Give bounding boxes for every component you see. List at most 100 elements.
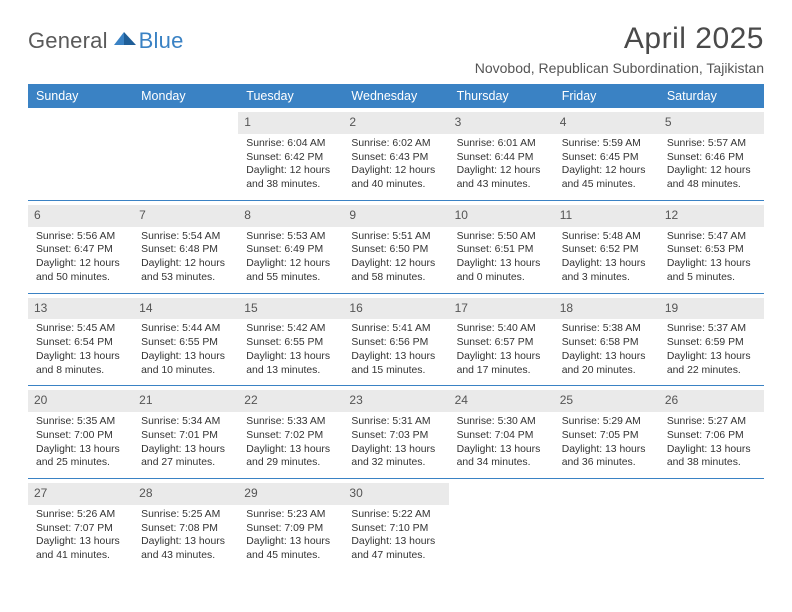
daylight-text: Daylight: 13 hours and 45 minutes. <box>246 535 335 562</box>
daylight-text: Daylight: 13 hours and 47 minutes. <box>351 535 440 562</box>
calendar-day-cell: 23Sunrise: 5:31 AMSunset: 7:03 PMDayligh… <box>343 386 448 479</box>
sunrise-text: Sunrise: 5:33 AM <box>246 415 335 429</box>
calendar-day-cell: 30Sunrise: 5:22 AMSunset: 7:10 PMDayligh… <box>343 479 448 571</box>
brand-word-2: Blue <box>139 28 184 54</box>
sunset-text: Sunset: 6:46 PM <box>667 151 756 165</box>
calendar-day-cell <box>449 479 554 571</box>
daylight-text: Daylight: 13 hours and 5 minutes. <box>667 257 756 284</box>
day-number: 22 <box>238 390 343 412</box>
calendar-day-cell: 1Sunrise: 6:04 AMSunset: 6:42 PMDaylight… <box>238 108 343 200</box>
sunrise-text: Sunrise: 5:40 AM <box>457 322 546 336</box>
calendar-day-cell: 21Sunrise: 5:34 AMSunset: 7:01 PMDayligh… <box>133 386 238 479</box>
sunrise-text: Sunrise: 5:30 AM <box>457 415 546 429</box>
calendar-week: 27 Sunrise: 5:26 AMSunset: 7:07 PM Dayligh… <box>28 479 764 571</box>
calendar-day-cell: 18Sunrise: 5:38 AMSunset: 6:58 PMDayligh… <box>554 293 659 386</box>
daylight-text: Daylight: 13 hours and 29 minutes. <box>246 443 335 470</box>
calendar-day-cell: 19Sunrise: 5:37 AMSunset: 6:59 PMDayligh… <box>659 293 764 386</box>
sunset-text: Sunset: 6:44 PM <box>457 151 546 165</box>
sunrise-text: Sunrise: 5:45 AM <box>36 322 125 336</box>
sunset-text: Sunset: 7:07 PM <box>36 522 125 536</box>
calendar-day-cell: 24 Sunrise: 5:30 AMSunset: 7:04 PMDayligh… <box>449 386 554 479</box>
sunrise-text: Sunrise: 5:50 AM <box>457 230 546 244</box>
daylight-text: Daylight: 13 hours and 3 minutes. <box>562 257 651 284</box>
page-title: April 2025 <box>475 22 764 56</box>
calendar-day-cell: 14Sunrise: 5:44 AMSunset: 6:55 PMDayligh… <box>133 293 238 386</box>
sunrise-text: Sunrise: 5:26 AM <box>36 508 125 522</box>
weekday-header: Thursday <box>449 84 554 108</box>
sunset-text: Sunset: 6:56 PM <box>351 336 440 350</box>
daylight-text: Daylight: 13 hours and 10 minutes. <box>141 350 230 377</box>
day-number: 12 <box>659 205 764 227</box>
weekday-header: Wednesday <box>343 84 448 108</box>
location-subtitle: Novobod, Republican Subordination, Tajik… <box>475 60 764 76</box>
sunset-text: Sunset: 6:49 PM <box>246 243 335 257</box>
sunrise-text: Sunrise: 5:48 AM <box>562 230 651 244</box>
calendar-day-cell <box>28 108 133 200</box>
day-number: 24 <box>449 390 554 412</box>
day-number: 8 <box>238 205 343 227</box>
calendar-day-cell: 15Sunrise: 5:42 AMSunset: 6:55 PMDayligh… <box>238 293 343 386</box>
calendar-day-cell: 9Sunrise: 5:51 AMSunset: 6:50 PMDaylight… <box>343 200 448 293</box>
day-number: 13 <box>28 298 133 320</box>
day-number: 17 <box>449 298 554 320</box>
day-number: 30 <box>343 483 448 505</box>
sunrise-text: Sunrise: 5:47 AM <box>667 230 756 244</box>
calendar-day-cell: 12 Sunrise: 5:47 AMSunset: 6:53 PMDayligh… <box>659 200 764 293</box>
weekday-header: Saturday <box>659 84 764 108</box>
calendar-day-cell: 28Sunrise: 5:25 AMSunset: 7:08 PMDayligh… <box>133 479 238 571</box>
day-number: 15 <box>238 298 343 320</box>
day-number: 3 <box>449 112 554 134</box>
sunset-text: Sunset: 6:52 PM <box>562 243 651 257</box>
day-number: 1 <box>238 112 343 134</box>
page: General Blue April 2025 Novobod, Republi… <box>0 0 792 571</box>
daylight-text: Daylight: 13 hours and 34 minutes. <box>457 443 546 470</box>
daylight-text: Daylight: 13 hours and 20 minutes. <box>562 350 651 377</box>
sunrise-text: Sunrise: 6:04 AM <box>246 137 335 151</box>
sunrise-text: Sunrise: 5:38 AM <box>562 322 651 336</box>
calendar-day-cell: 16Sunrise: 5:41 AMSunset: 6:56 PMDayligh… <box>343 293 448 386</box>
calendar-day-cell: 4Sunrise: 5:59 AMSunset: 6:45 PMDaylight… <box>554 108 659 200</box>
sunset-text: Sunset: 6:50 PM <box>351 243 440 257</box>
day-number: 28 <box>133 483 238 505</box>
calendar-header-row: SundayMondayTuesdayWednesdayThursdayFrid… <box>28 84 764 108</box>
calendar-day-cell: 17Sunrise: 5:40 AMSunset: 6:57 PMDayligh… <box>449 293 554 386</box>
sunrise-text: Sunrise: 5:59 AM <box>562 137 651 151</box>
daylight-text: Daylight: 13 hours and 17 minutes. <box>457 350 546 377</box>
sunset-text: Sunset: 7:01 PM <box>141 429 230 443</box>
header: General Blue April 2025 Novobod, Republi… <box>28 22 764 76</box>
sunrise-text: Sunrise: 5:29 AM <box>562 415 651 429</box>
sunset-text: Sunset: 6:53 PM <box>667 243 756 257</box>
daylight-text: Daylight: 12 hours and 58 minutes. <box>351 257 440 284</box>
sunset-text: Sunset: 7:05 PM <box>562 429 651 443</box>
title-block: April 2025 Novobod, Republican Subordina… <box>475 22 764 76</box>
daylight-text: Daylight: 12 hours and 45 minutes. <box>562 164 651 191</box>
daylight-text: Daylight: 12 hours and 48 minutes. <box>667 164 756 191</box>
sunrise-text: Sunrise: 5:22 AM <box>351 508 440 522</box>
daylight-text: Daylight: 13 hours and 22 minutes. <box>667 350 756 377</box>
daylight-text: Daylight: 12 hours and 53 minutes. <box>141 257 230 284</box>
sunset-text: Sunset: 6:55 PM <box>246 336 335 350</box>
calendar-day-cell: 3Sunrise: 6:01 AMSunset: 6:44 PMDaylight… <box>449 108 554 200</box>
calendar-day-cell <box>133 108 238 200</box>
sunset-text: Sunset: 6:45 PM <box>562 151 651 165</box>
day-number: 6 <box>28 205 133 227</box>
sunset-text: Sunset: 6:59 PM <box>667 336 756 350</box>
calendar-day-cell: 10Sunrise: 5:50 AMSunset: 6:51 PMDayligh… <box>449 200 554 293</box>
sunrise-text: Sunrise: 6:02 AM <box>351 137 440 151</box>
sunset-text: Sunset: 7:04 PM <box>457 429 546 443</box>
day-number: 27 <box>28 483 133 505</box>
daylight-text: Daylight: 13 hours and 0 minutes. <box>457 257 546 284</box>
day-number: 16 <box>343 298 448 320</box>
day-number: 29 <box>238 483 343 505</box>
sunrise-text: Sunrise: 5:34 AM <box>141 415 230 429</box>
calendar-day-cell <box>659 479 764 571</box>
daylight-text: Daylight: 12 hours and 40 minutes. <box>351 164 440 191</box>
sunset-text: Sunset: 6:54 PM <box>36 336 125 350</box>
sunrise-text: Sunrise: 5:31 AM <box>351 415 440 429</box>
sunrise-text: Sunrise: 5:54 AM <box>141 230 230 244</box>
day-number: 7 <box>133 205 238 227</box>
daylight-text: Daylight: 12 hours and 43 minutes. <box>457 164 546 191</box>
day-number: 11 <box>554 205 659 227</box>
weekday-header: Friday <box>554 84 659 108</box>
sunset-text: Sunset: 7:06 PM <box>667 429 756 443</box>
